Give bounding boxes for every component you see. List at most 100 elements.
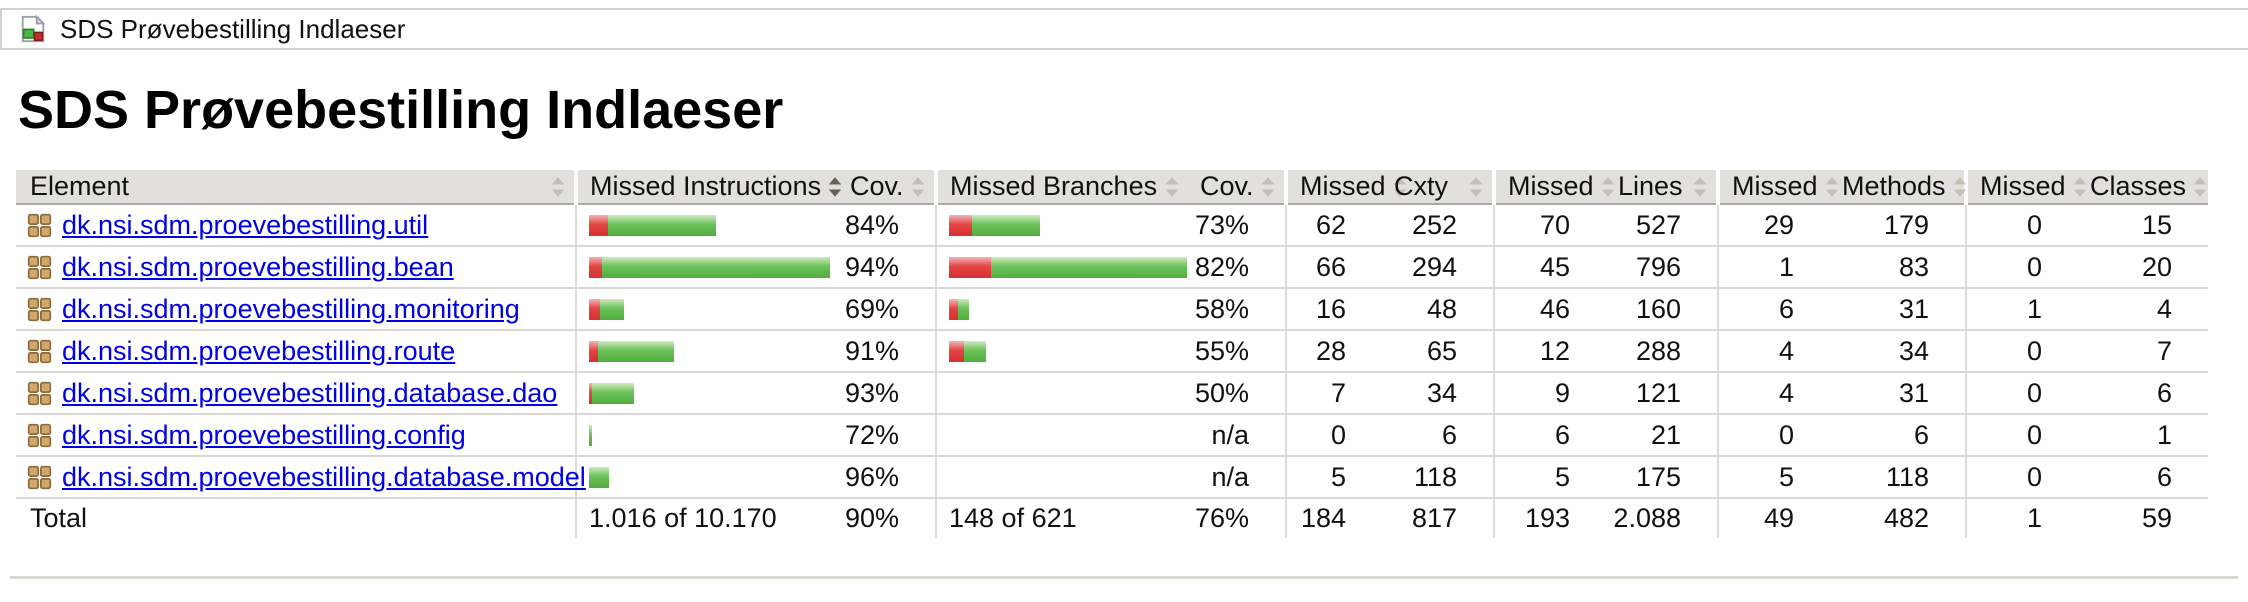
- cxty-cell: 6: [1382, 414, 1494, 458]
- instruction-coverage-cell: 69%: [838, 288, 936, 332]
- missed-cxty-cell: 16: [1285, 288, 1382, 332]
- branch-coverage-cell: 58%: [1188, 288, 1286, 332]
- methods-cell: 31: [1830, 372, 1966, 416]
- coverage-table: Element Missed Instructions Cov. Missed …: [16, 170, 2208, 539]
- table-row: dk.nsi.sdm.proevebestilling.database.dao…: [16, 372, 2208, 416]
- total-branch-coverage: 76%: [1188, 498, 1286, 539]
- total-branches: 148 of 621: [935, 498, 1188, 539]
- col-header-missed-classes[interactable]: Missed: [1964, 170, 2086, 206]
- table-row: dk.nsi.sdm.proevebestilling.monitoring 6…: [16, 288, 2208, 332]
- methods-cell: 179: [1830, 204, 1966, 248]
- lines-cell: 175: [1606, 456, 1718, 500]
- package-cell: dk.nsi.sdm.proevebestilling.route: [16, 330, 576, 374]
- instructions-coverage-bar: [589, 205, 838, 245]
- package-cell: dk.nsi.sdm.proevebestilling.monitoring: [16, 288, 576, 332]
- sort-caret-icon: [2192, 176, 2208, 198]
- col-header-classes[interactable]: Classes: [2078, 170, 2208, 206]
- package-link[interactable]: dk.nsi.sdm.proevebestilling.database.dao: [62, 377, 558, 408]
- missed-branches-bar-cell: [935, 456, 1188, 500]
- sort-caret-icon: [2072, 176, 2088, 198]
- branches-coverage-bar: [949, 457, 1188, 497]
- missed-lines-cell: 5: [1493, 456, 1606, 500]
- package-icon: [26, 380, 53, 407]
- missed-classes-cell: 0: [1965, 246, 2078, 290]
- col-header-missed-methods[interactable]: Missed: [1716, 170, 1838, 206]
- table-row: dk.nsi.sdm.proevebestilling.database.mod…: [16, 456, 2208, 500]
- package-link[interactable]: dk.nsi.sdm.proevebestilling.route: [62, 335, 456, 366]
- branch-coverage-cell: 73%: [1188, 204, 1286, 248]
- package-icon: [26, 254, 53, 281]
- branches-coverage-bar: [949, 373, 1188, 413]
- sort-caret-icon: [1260, 176, 1276, 198]
- missed-classes-cell: 1: [1965, 288, 2078, 332]
- lines-cell: 527: [1606, 204, 1718, 248]
- total-methods: 482: [1830, 498, 1966, 539]
- cxty-cell: 34: [1382, 372, 1494, 416]
- table-row: dk.nsi.sdm.proevebestilling.bean 94% 82%…: [16, 246, 2208, 290]
- col-header-branch-coverage[interactable]: Cov.: [1188, 170, 1286, 206]
- missed-instructions-bar-cell: [575, 372, 838, 416]
- cxty-cell: 65: [1382, 330, 1494, 374]
- col-header-missed-cxty[interactable]: Missed: [1284, 170, 1406, 206]
- package-link[interactable]: dk.nsi.sdm.proevebestilling.config: [62, 419, 466, 450]
- classes-cell: 20: [2078, 246, 2208, 290]
- missed-cxty-cell: 28: [1285, 330, 1382, 374]
- instructions-coverage-bar: [589, 415, 838, 455]
- package-cell: dk.nsi.sdm.proevebestilling.bean: [16, 246, 576, 290]
- sort-caret-icon: [1392, 176, 1408, 198]
- col-header-element[interactable]: Element: [16, 170, 576, 206]
- package-link[interactable]: dk.nsi.sdm.proevebestilling.util: [62, 209, 429, 240]
- missed-cxty-cell: 62: [1285, 204, 1382, 248]
- missed-instructions-bar-cell: [575, 246, 838, 290]
- missed-branches-bar-cell: [935, 288, 1188, 332]
- package-cell: dk.nsi.sdm.proevebestilling.database.dao: [16, 372, 576, 416]
- branch-coverage-cell: 82%: [1188, 246, 1286, 290]
- table-row: dk.nsi.sdm.proevebestilling.config 72% n…: [16, 414, 2208, 458]
- missed-branches-bar-cell: [935, 246, 1188, 290]
- total-classes: 59: [2078, 498, 2208, 539]
- sort-caret-icon: [910, 176, 926, 198]
- branch-coverage-cell: n/a: [1188, 456, 1286, 500]
- branches-coverage-bar: [949, 415, 1188, 455]
- total-label: Total: [16, 498, 576, 539]
- methods-cell: 31: [1830, 288, 1966, 332]
- report-icon: [18, 14, 48, 44]
- missed-instructions-bar-cell: [575, 204, 838, 248]
- classes-cell: 4: [2078, 288, 2208, 332]
- package-link[interactable]: dk.nsi.sdm.proevebestilling.monitoring: [62, 293, 520, 324]
- col-header-methods[interactable]: Methods: [1830, 170, 1966, 206]
- col-header-lines[interactable]: Lines: [1606, 170, 1718, 206]
- sort-caret-icon: [550, 176, 566, 198]
- missed-instructions-bar-cell: [575, 330, 838, 374]
- total-missed-cxty: 184: [1285, 498, 1382, 539]
- breadcrumb: SDS Prøvebestilling Indlaeser: [0, 8, 2248, 50]
- missed-instructions-bar-cell: [575, 414, 838, 458]
- col-header-cxty[interactable]: Cxty: [1382, 170, 1494, 206]
- total-missed-methods: 49: [1717, 498, 1830, 539]
- instruction-coverage-cell: 91%: [838, 330, 936, 374]
- lines-cell: 21: [1606, 414, 1718, 458]
- total-row: Total 1.016 of 10.170 90% 148 of 621 76%…: [16, 498, 2208, 539]
- package-link[interactable]: dk.nsi.sdm.proevebestilling.database.mod…: [62, 461, 586, 492]
- package-link[interactable]: dk.nsi.sdm.proevebestilling.bean: [62, 251, 454, 282]
- methods-cell: 6: [1830, 414, 1966, 458]
- missed-classes-cell: 0: [1965, 414, 2078, 458]
- cxty-cell: 118: [1382, 456, 1494, 500]
- package-cell: dk.nsi.sdm.proevebestilling.database.mod…: [16, 456, 586, 500]
- table-row: dk.nsi.sdm.proevebestilling.util 84% 73%…: [16, 204, 2208, 248]
- branches-coverage-bar: [949, 205, 1188, 245]
- col-header-missed-instructions[interactable]: Missed Instructions: [574, 170, 842, 206]
- col-header-instruction-coverage[interactable]: Cov.: [838, 170, 936, 206]
- lines-cell: 160: [1606, 288, 1718, 332]
- col-header-missed-lines[interactable]: Missed: [1492, 170, 1614, 206]
- cxty-cell: 48: [1382, 288, 1494, 332]
- branches-coverage-bar: [949, 331, 1188, 371]
- col-header-missed-branches[interactable]: Missed Branches: [934, 170, 1188, 206]
- package-icon: [26, 464, 53, 491]
- branches-coverage-bar: [949, 289, 1188, 329]
- instructions-coverage-bar: [589, 247, 838, 287]
- missed-methods-cell: 6: [1717, 288, 1830, 332]
- missed-branches-bar-cell: [935, 204, 1188, 248]
- total-lines: 2.088: [1606, 498, 1718, 539]
- total-missed-lines: 193: [1493, 498, 1606, 539]
